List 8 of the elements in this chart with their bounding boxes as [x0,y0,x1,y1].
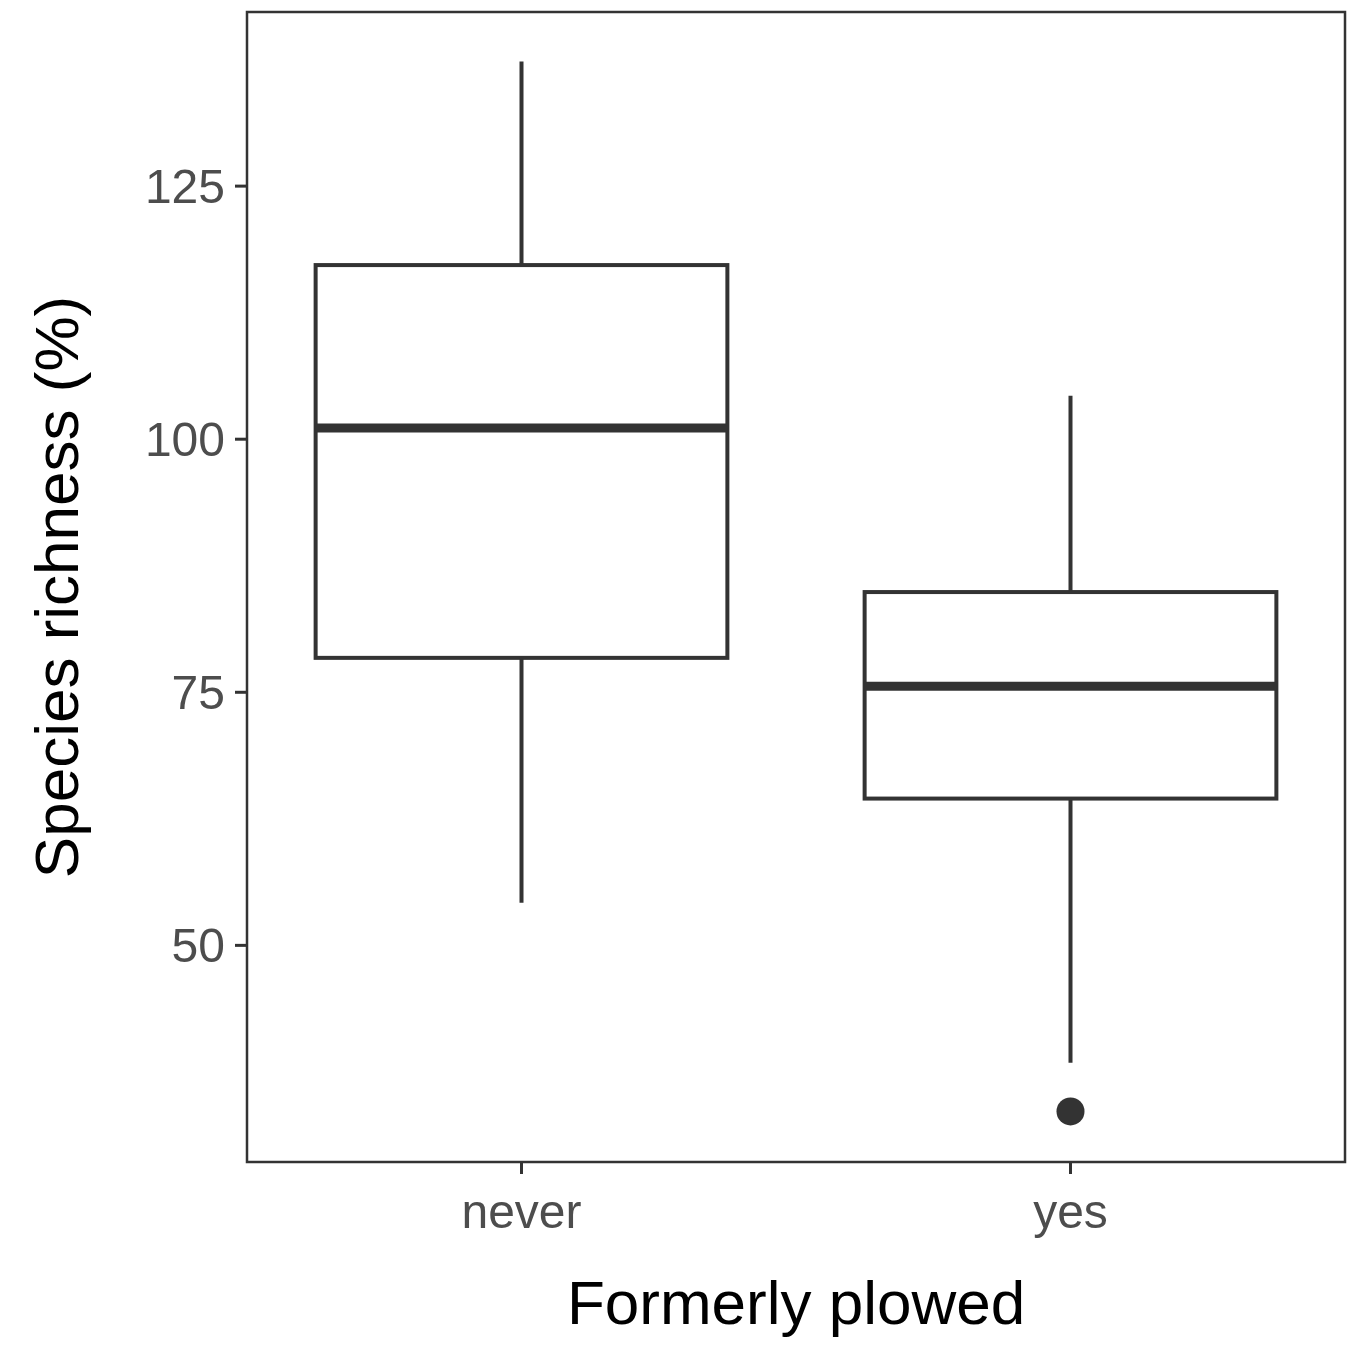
x-tick-label: yes [1033,1185,1108,1238]
y-tick-label: 75 [171,666,225,720]
y-tick-label: 100 [144,413,225,466]
y-tick-label: 50 [171,919,225,973]
y-tick-label: 125 [144,159,225,213]
x-tick-label: never [461,1185,582,1238]
x-axis-title: Formerly plowed [566,1268,1026,1337]
y-axis-title: Species richness (%) [22,295,91,879]
